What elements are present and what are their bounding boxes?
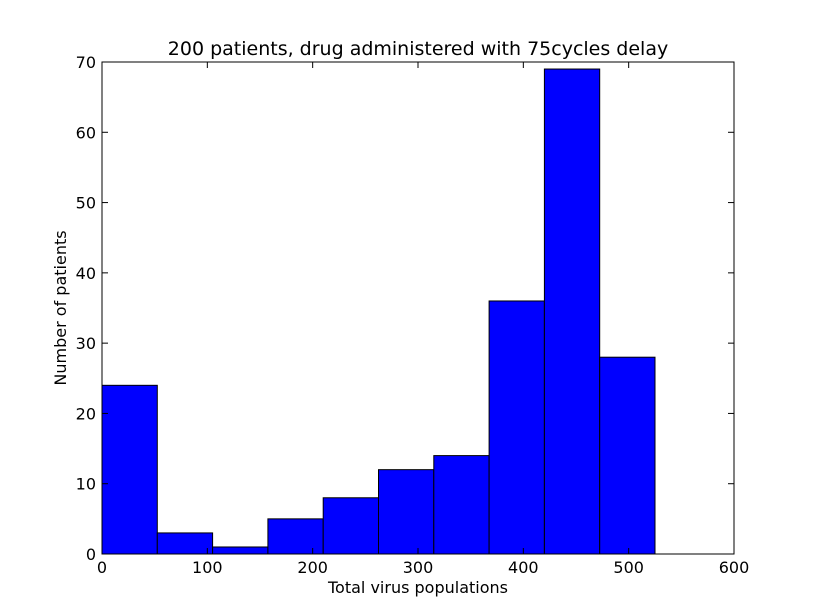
- histogram-bar: [101, 384, 158, 555]
- bars-group: [101, 68, 656, 555]
- x-tick-label: 100: [192, 558, 223, 577]
- x-tick-label: 200: [297, 558, 328, 577]
- y-tick-label: 40: [76, 264, 96, 283]
- histogram-bar: [599, 356, 656, 555]
- x-tick-label: 0: [97, 558, 107, 577]
- y-tick-label: 0: [86, 545, 96, 564]
- y-axis-title: Number of patients: [51, 230, 70, 385]
- x-tick-label: 600: [719, 558, 750, 577]
- histogram-bar: [267, 518, 324, 555]
- histogram-bar: [322, 497, 380, 555]
- y-tick-label: 70: [76, 53, 96, 72]
- histogram-bar: [433, 455, 490, 555]
- plot-frame: [101, 61, 735, 555]
- x-tick-label: 400: [508, 558, 539, 577]
- y-tick-label: 30: [76, 334, 96, 353]
- y-tick-label: 20: [76, 404, 96, 423]
- ticks-group: 0 100 200 300 400 500 600 0 10 20 30 40 50 60 70: [76, 53, 750, 577]
- y-tick-label: 60: [76, 123, 96, 142]
- x-axis-title: Total virus populations: [327, 578, 508, 597]
- histogram-bar: [543, 68, 601, 555]
- y-tick-label: 50: [76, 194, 96, 213]
- chart-title: 200 patients, drug administered with 75c…: [168, 38, 668, 60]
- x-tick-label: 300: [403, 558, 434, 577]
- y-tick-label: 10: [76, 475, 96, 494]
- histogram-bar: [488, 300, 545, 555]
- histogram-bar: [212, 546, 269, 555]
- x-tick-label: 500: [613, 558, 644, 577]
- histogram-bar: [378, 469, 435, 555]
- histogram-bar: [156, 532, 214, 555]
